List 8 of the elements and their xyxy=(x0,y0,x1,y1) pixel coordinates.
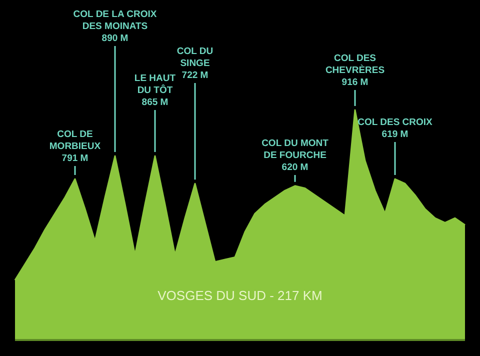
text: COL DE LA CROIX DES MOINATS 890 M xyxy=(73,9,158,44)
text: LE HAUT DU TÔT 865 M xyxy=(134,73,176,108)
x-axis-title: VOSGES DU SUD - 217 KM xyxy=(158,288,322,303)
text: COL DES CHEVRÈRES 916 M xyxy=(325,53,385,88)
annotation: COL DU MONT DE FOURCHE 620 M xyxy=(262,138,329,173)
annotation: COL DES CROIX 619 M xyxy=(358,117,434,140)
text: COL DU SINGE 722 M xyxy=(176,46,214,81)
annotation: COL DE MORBIEUX 791 M xyxy=(49,129,102,164)
